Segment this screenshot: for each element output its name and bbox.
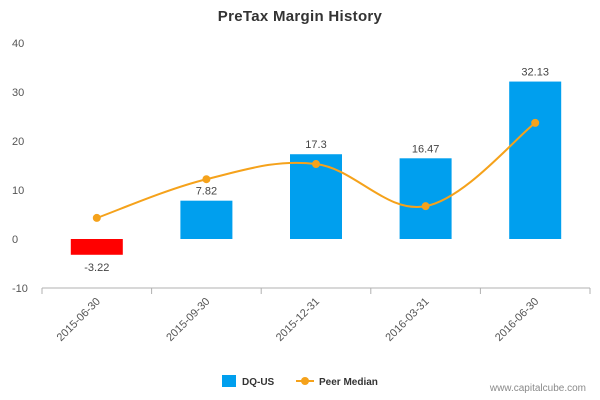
bar (70, 239, 123, 255)
bar (399, 158, 452, 239)
peer-median-point (202, 175, 211, 184)
bar (509, 81, 562, 239)
y-tick-label: 10 (12, 185, 24, 197)
chart-title: PreTax Margin History (217, 8, 383, 25)
peer-median-point (312, 160, 320, 169)
bar-data-label: 17.3 (305, 139, 326, 151)
legend-swatch-line-marker (301, 377, 309, 385)
legend-swatch-bars (222, 375, 236, 387)
x-tick-label: 2015-12-31 (274, 296, 322, 344)
x-tick-label: 2016-06-30 (493, 296, 541, 344)
legend-label-line: Peer Median (319, 377, 378, 388)
y-tick-label: 40 (12, 38, 24, 50)
x-tick-label: 2015-09-30 (164, 296, 212, 344)
watermark: www.capitalcube.com (489, 383, 586, 394)
legend-label-bars: DQ-US (242, 377, 275, 388)
y-tick-label: 0 (12, 234, 18, 246)
bar (180, 200, 233, 239)
bar-data-label: 32.13 (521, 67, 549, 79)
peer-median-point (421, 202, 430, 211)
bar-data-label: 16.47 (412, 143, 440, 155)
peer-median-point (531, 118, 540, 127)
bar-data-label: -3.22 (84, 262, 109, 274)
y-tick-label: -10 (12, 283, 28, 295)
y-tick-label: 30 (12, 87, 24, 99)
y-tick-label: 20 (12, 136, 24, 148)
peer-median-point (92, 213, 101, 222)
bar-data-label: 7.82 (196, 186, 217, 198)
x-tick-label: 2015-06-30 (55, 296, 103, 344)
x-tick-label: 2016-03-31 (383, 296, 431, 344)
